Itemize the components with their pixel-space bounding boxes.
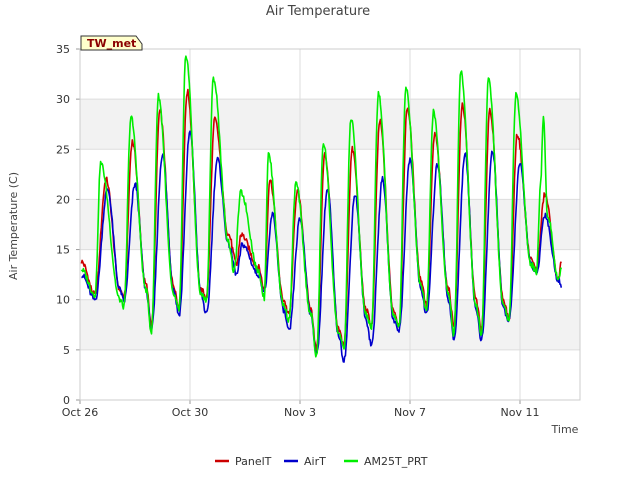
y-tick-label: 30 xyxy=(56,93,70,106)
plot-band xyxy=(80,49,580,100)
station-badge: TW_met xyxy=(80,35,143,51)
y-tick-label: 35 xyxy=(56,43,70,56)
plot-frame xyxy=(79,48,581,401)
series-line-am25t_prt xyxy=(80,55,563,358)
y-axis-label: Air Temperature (C) xyxy=(7,172,20,280)
x-axis-label: Time xyxy=(551,423,579,436)
x-tick-label: Nov 11 xyxy=(501,406,540,419)
series-line-airt xyxy=(81,130,563,363)
x-tick-label: Oct 30 xyxy=(172,406,209,419)
y-tick-label: 25 xyxy=(56,143,70,156)
chart-title: Air Temperature xyxy=(266,4,370,19)
axes: 0 5 10 15 20 25 30 35 Oct 26 Oct 30 Nov 3 Nov 7 Nov … xyxy=(56,43,581,419)
plot-band xyxy=(80,299,580,350)
plot-band xyxy=(80,99,580,150)
series-lines xyxy=(80,55,563,363)
y-tick-label: 0 xyxy=(63,394,70,407)
y-tick-label: 10 xyxy=(56,294,70,307)
legend-label-airt: AirT xyxy=(304,455,326,468)
y-tick-label: 5 xyxy=(63,344,70,357)
plot-band xyxy=(80,249,580,300)
y-tick-label: 20 xyxy=(56,193,70,206)
legend-label-am25t_prt: AM25T_PRT xyxy=(364,455,428,468)
x-tick-label: Oct 26 xyxy=(62,406,99,419)
plot-band xyxy=(80,349,580,400)
y-tick-label: 15 xyxy=(56,244,70,257)
badge-box xyxy=(80,35,143,51)
x-tick-label: Nov 3 xyxy=(284,406,316,419)
x-tick-label: Nov 7 xyxy=(394,406,426,419)
legend-label-panelt: PanelT xyxy=(235,455,272,468)
badge-label: TW_met xyxy=(87,37,136,50)
legend: PanelT AirT AM25T_PRT xyxy=(215,455,428,468)
